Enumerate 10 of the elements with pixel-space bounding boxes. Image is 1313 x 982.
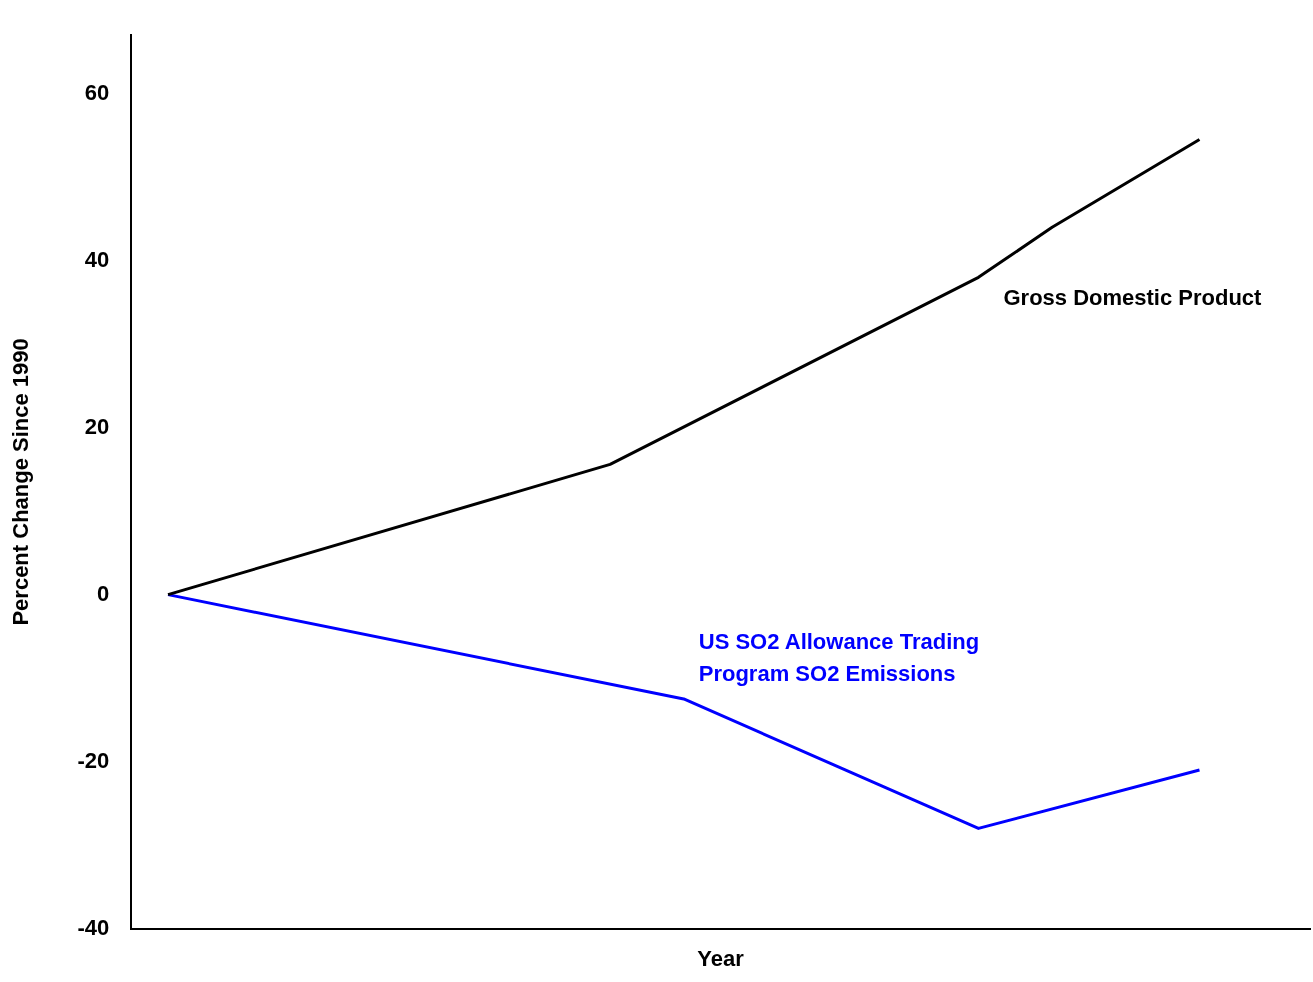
y-tick-label: 40 [84, 246, 110, 272]
y-tick-label: 20 [84, 413, 110, 439]
series-label: Gross Domestic Product [1003, 285, 1263, 311]
y-tick-label: -20 [77, 747, 110, 773]
y-tick-label: -40 [77, 914, 110, 940]
series-label: US SO2 Allowance Trading Program SO2 Emissions [698, 628, 980, 686]
y-tick-label: 60 [84, 79, 110, 105]
x-axis-title: Year [697, 945, 745, 971]
y-axis-title: Percent Change Since 1990 [8, 338, 34, 626]
y-tick-label: 0 [96, 580, 110, 606]
